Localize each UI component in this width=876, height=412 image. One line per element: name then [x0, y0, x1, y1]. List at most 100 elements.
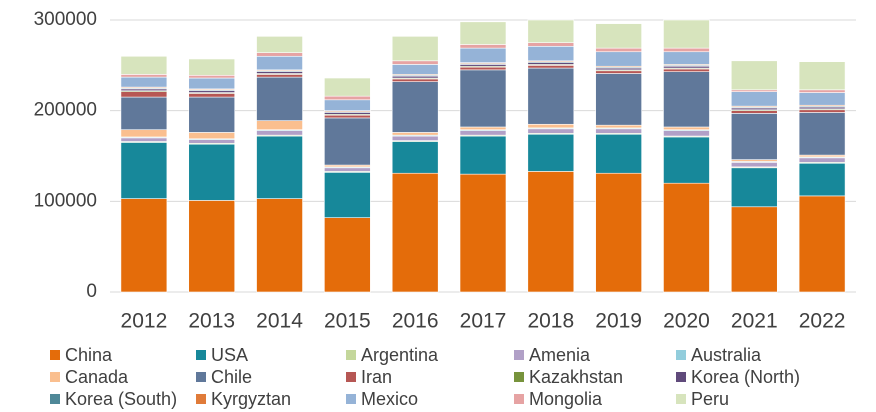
- bar-segment: [663, 47, 710, 53]
- legend-swatch: [346, 350, 356, 360]
- bar-segment: [527, 42, 575, 47]
- y-tick-label: 100000: [34, 190, 97, 211]
- x-tick-label: 2016: [392, 310, 439, 333]
- bar-segment: [324, 77, 371, 97]
- bar-segment: [663, 130, 710, 137]
- bar-segment: [798, 89, 846, 93]
- bar-segment: [595, 172, 642, 293]
- legend-swatch: [196, 394, 206, 404]
- bar-segment: [798, 162, 846, 197]
- legend-label: Canada: [65, 367, 129, 387]
- bar-segment: [188, 143, 236, 201]
- bar-segment: [391, 36, 439, 62]
- bar-segment: [595, 73, 642, 126]
- x-tick-label: 2013: [188, 310, 235, 333]
- legend-label: USA: [211, 345, 248, 365]
- bar-segment: [188, 58, 236, 76]
- bar-segment: [527, 128, 575, 134]
- bar-segment: [188, 77, 236, 90]
- bar-segment: [663, 126, 710, 131]
- legend-label: Korea (North): [691, 367, 800, 387]
- bar-segment: [527, 19, 575, 43]
- bar-segment: [527, 133, 575, 172]
- bar-segment: [730, 60, 778, 91]
- bar-segment: [527, 67, 575, 125]
- legend-swatch: [50, 394, 60, 404]
- legend-label: Chile: [211, 367, 252, 387]
- bar-segment: [188, 200, 236, 293]
- legend-swatch: [676, 394, 686, 404]
- x-tick-label: 2015: [324, 310, 371, 333]
- legend-swatch: [346, 394, 356, 404]
- bar-segment: [324, 95, 371, 101]
- bar-segment: [120, 142, 168, 199]
- bar-segment: [595, 70, 642, 74]
- bar-segment: [256, 55, 303, 71]
- bar-segment: [188, 75, 236, 79]
- legend-label: Argentina: [361, 345, 439, 365]
- bar-segment: [663, 19, 710, 49]
- x-tick-label: 2018: [527, 310, 574, 333]
- bar-segment: [120, 74, 168, 78]
- bar-segment: [120, 129, 168, 138]
- y-tick-label: 300000: [34, 9, 97, 30]
- bar-segment: [663, 68, 710, 72]
- bar-segment: [324, 172, 371, 218]
- bar-segment: [798, 195, 846, 293]
- legend-label: Amenia: [529, 345, 591, 365]
- bar-segment: [730, 110, 778, 114]
- x-tick-label: 2019: [595, 310, 642, 333]
- x-tick-label: 2012: [121, 310, 168, 333]
- legend-swatch: [514, 394, 524, 404]
- bar-segment: [391, 135, 439, 141]
- bar-segment: [391, 141, 439, 174]
- bar-segment: [730, 113, 778, 160]
- bar-segment: [730, 91, 778, 107]
- bar-segment: [798, 109, 846, 113]
- bar-segment: [595, 128, 642, 134]
- bar-segment: [324, 117, 371, 166]
- bar-segment: [120, 91, 168, 98]
- legend-swatch: [196, 350, 206, 360]
- bar-segment: [256, 76, 303, 121]
- legend-swatch: [50, 350, 60, 360]
- bar-segment: [663, 182, 710, 293]
- bar-segment: [459, 135, 507, 175]
- bar-segment: [256, 135, 303, 199]
- legend-label: Iran: [361, 367, 392, 387]
- legend-label: Kyrgyztan: [211, 389, 291, 409]
- legend-swatch: [676, 372, 686, 382]
- bar-segment: [459, 66, 507, 71]
- bar-segment: [324, 114, 371, 119]
- x-tick-label: 2014: [256, 310, 303, 333]
- bar-segment: [256, 52, 303, 57]
- bar-segment: [798, 61, 846, 91]
- legend-swatch: [676, 350, 686, 360]
- legend-label: Peru: [691, 389, 729, 409]
- x-tick-label: 2017: [460, 310, 507, 333]
- bar-segment: [527, 123, 575, 129]
- bar-segment: [798, 92, 846, 106]
- bar-segment: [324, 167, 371, 172]
- bar-segment: [256, 130, 303, 136]
- bar-segment: [324, 217, 371, 293]
- bar-segment: [663, 136, 710, 184]
- legend-swatch: [514, 350, 524, 360]
- bar-segment: [595, 124, 642, 129]
- legend-swatch: [346, 372, 356, 382]
- bar-segment: [527, 45, 575, 62]
- bar-segment: [188, 132, 236, 140]
- bar-segment: [256, 120, 303, 131]
- bar-segment: [120, 137, 168, 142]
- bar-segment: [595, 51, 642, 67]
- bar-segment: [730, 162, 778, 168]
- bar-segment: [459, 69, 507, 128]
- bar-segment: [120, 55, 168, 75]
- bar-segment: [730, 167, 778, 208]
- bar-segment: [527, 171, 575, 293]
- bar-segment: [730, 206, 778, 293]
- bar-segment: [663, 51, 710, 65]
- legend-swatch: [514, 372, 524, 382]
- bar-segment: [188, 93, 236, 98]
